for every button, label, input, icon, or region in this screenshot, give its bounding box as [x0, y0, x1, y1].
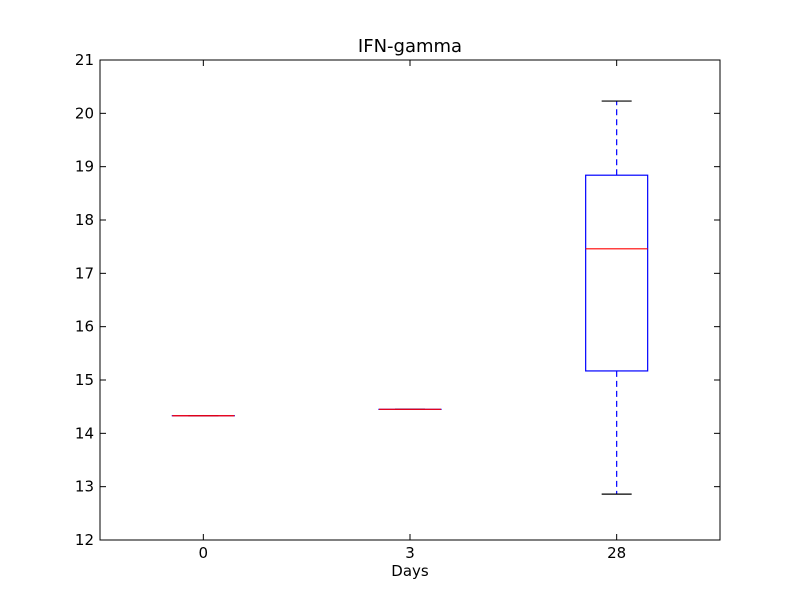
y-tick-label: 13	[75, 478, 94, 496]
plot-area: 12 13 14 15 16 17 18 19 20 21 0 3 28	[75, 51, 721, 562]
y-tick-label: 12	[75, 531, 94, 549]
y-tick-label: 16	[75, 318, 94, 336]
y-tick-label: 18	[75, 211, 94, 229]
x-axis-label: Days	[391, 562, 429, 580]
x-tick-label: 28	[607, 544, 626, 562]
x-tick-label: 3	[405, 544, 415, 562]
box-iqr	[585, 174, 649, 372]
y-tick-label: 19	[75, 158, 94, 176]
x-tick-label: 0	[199, 544, 209, 562]
y-tick-label: 20	[75, 104, 94, 122]
y-tick-label: 17	[75, 264, 94, 282]
y-tick-label: 21	[75, 51, 94, 69]
chart-title: IFN-gamma	[358, 36, 462, 57]
y-tick-label: 15	[75, 371, 94, 389]
y-tick-label: 14	[75, 424, 94, 442]
